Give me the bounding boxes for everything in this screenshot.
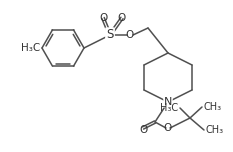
Text: H₃C: H₃C bbox=[160, 103, 178, 113]
Text: CH₃: CH₃ bbox=[206, 125, 224, 135]
Text: S: S bbox=[106, 29, 114, 41]
Text: O: O bbox=[164, 123, 172, 133]
Text: O: O bbox=[126, 30, 134, 40]
Text: H₃C: H₃C bbox=[21, 43, 40, 53]
Text: CH₃: CH₃ bbox=[204, 102, 222, 112]
Text: O: O bbox=[99, 13, 107, 23]
Text: N: N bbox=[164, 97, 172, 107]
Text: O: O bbox=[118, 13, 126, 23]
Text: O: O bbox=[139, 125, 147, 135]
